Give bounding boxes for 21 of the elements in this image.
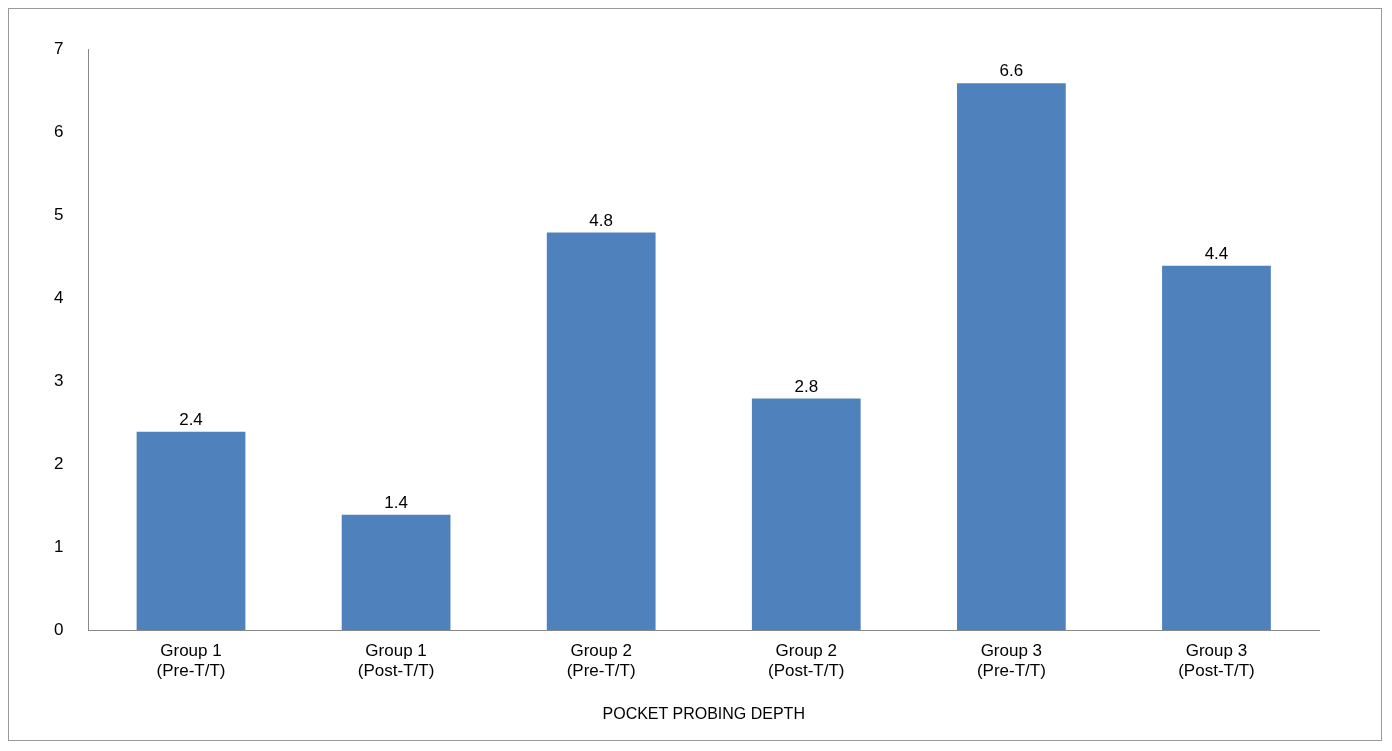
y-tick-label: 4 xyxy=(53,287,64,307)
y-tick-label: 3 xyxy=(53,370,64,390)
x-tick-label: Group 2 (Post-T/T) xyxy=(768,640,845,681)
x-tick-label: Group 1 (Post-T/T) xyxy=(357,640,435,681)
y-tick-label: 6 xyxy=(53,121,64,141)
y-tick-label: 7 xyxy=(53,38,64,58)
data-label: 6.6 xyxy=(999,61,1024,81)
x-tick-label: Group 1 (Pre-T/T) xyxy=(156,640,226,681)
x-tick-label: Group 3 (Post-T/T) xyxy=(1178,640,1255,681)
y-tick-label: 5 xyxy=(53,204,64,224)
data-label: 2.4 xyxy=(179,409,203,429)
data-label: 1.4 xyxy=(384,492,408,512)
data-label: 2.8 xyxy=(794,376,819,396)
data-label: 4.8 xyxy=(589,210,613,230)
y-tick-label: 0 xyxy=(53,619,64,639)
y-tick-label: 1 xyxy=(53,536,64,556)
x-axis-title: POCKET PROBING DEPTH xyxy=(602,704,805,722)
y-tick-label: 2 xyxy=(53,453,64,473)
data-label: 4.4 xyxy=(1204,243,1229,263)
x-tick-label: Group 2 (Pre-T/T) xyxy=(566,640,636,681)
x-tick-label: Group 3 (Pre-T/T) xyxy=(976,640,1046,681)
